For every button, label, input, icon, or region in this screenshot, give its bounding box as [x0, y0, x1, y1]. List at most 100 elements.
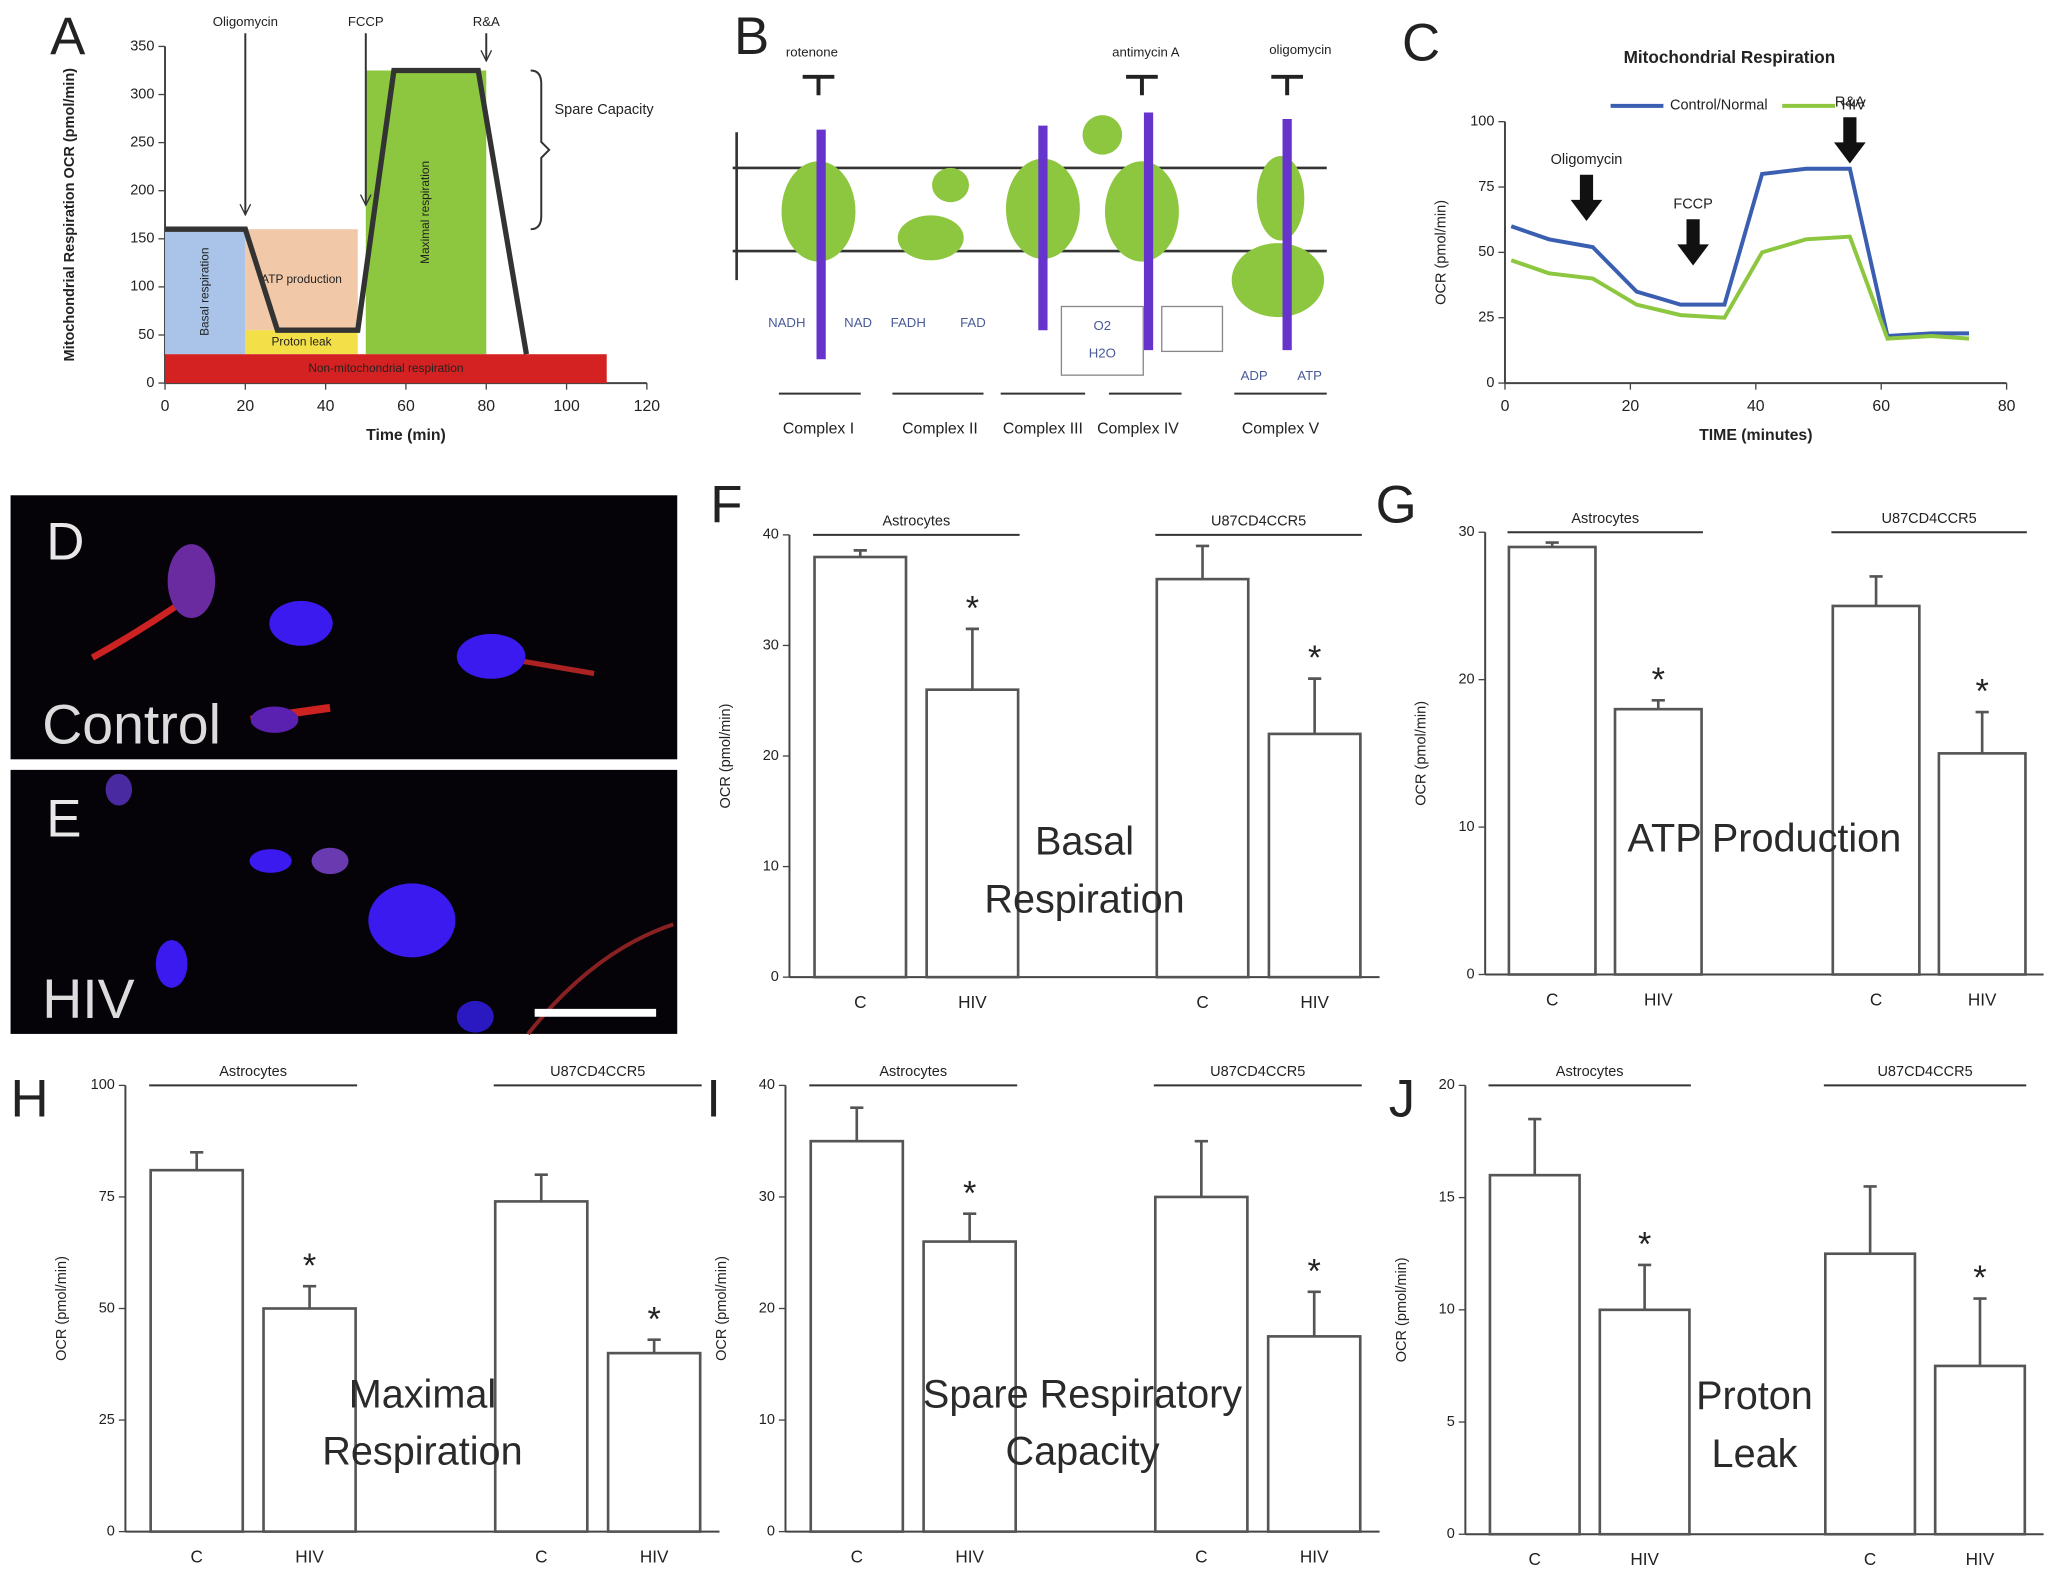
nucleus — [250, 706, 299, 733]
annotation-arrow — [1834, 117, 1866, 164]
error-bar — [1638, 1263, 1652, 1310]
inhibitor-symbol — [802, 74, 1303, 96]
chart-panel: C 0 25 50 75 100 OCR (pmol/min) 0 20 40 60 80 TIME (… — [1402, 13, 2016, 444]
chart-title: Proton Leak — [1696, 1374, 1813, 1476]
image-background — [10, 495, 678, 760]
bar — [813, 555, 908, 979]
y-tick-label: 150 — [130, 231, 154, 247]
nucleus — [368, 883, 456, 958]
region-label: Non-mitochondrial respiration — [308, 361, 463, 375]
panel-letter: J — [1389, 1070, 1415, 1129]
group-label: U87CD4CCR5 — [550, 1064, 645, 1080]
significance-marker: * — [1652, 661, 1665, 699]
complex-label: Complex V — [1242, 420, 1320, 437]
x-tick-label: 60 — [1872, 398, 1890, 415]
group-label: Astrocytes — [1571, 511, 1639, 527]
complex-label: Complex II — [902, 420, 978, 437]
nucleus — [269, 600, 333, 646]
diagram: B rotenone antimycin A oligomycin NADH N… — [732, 7, 1332, 437]
panel-letter: D — [46, 512, 84, 571]
legend-label: HIV — [1842, 98, 1867, 114]
bar — [809, 1139, 905, 1533]
region — [245, 330, 358, 355]
group-label: Astrocytes — [1556, 1064, 1624, 1080]
x-tick-label: 100 — [553, 398, 580, 415]
error-bar — [1651, 698, 1665, 710]
x-tick-label: HIV — [958, 992, 987, 1012]
x-axis-label: Time (min) — [366, 427, 446, 444]
inhibitor-label: oligomycin — [1269, 42, 1331, 57]
annotation-label: Oligomycin — [213, 14, 278, 29]
chart-panel: J 0 5 10 15 20 OCR (pmol/min) C HIV * C HIV * Astrocy… — [1389, 1064, 2044, 1569]
y-tick-label: 10 — [1458, 819, 1474, 835]
x-tick-label: HIV — [1300, 992, 1329, 1012]
group-label: Astrocytes — [879, 1064, 947, 1080]
group-label: Astrocytes — [219, 1064, 287, 1080]
nucleus — [456, 633, 526, 679]
region-label: Maximal respiration — [418, 161, 432, 264]
y-tick-label: 0 — [771, 969, 779, 985]
significance-marker: * — [1638, 1226, 1651, 1264]
chart-panel: I 0 10 20 30 40 OCR (pmol/min) C HIV * C HIV * Astroc… — [706, 1064, 1380, 1567]
error-bar — [1528, 1117, 1542, 1176]
y-axis-label: Mitochondrial Respiration OCR (pmol/min) — [62, 68, 78, 362]
y-tick-label: 5 — [1447, 1414, 1455, 1430]
y-tick-label: 10 — [763, 858, 779, 874]
region-label: Proton leak — [272, 334, 332, 348]
inhibitor-label: rotenone — [786, 45, 838, 60]
chart-title-box: Proton Leak — [1696, 1374, 1813, 1476]
y-axis-label: OCR (pmol/min) — [1433, 200, 1449, 305]
molecule-label: FADH — [891, 315, 926, 330]
region — [165, 229, 246, 355]
y-tick-label: 100 — [1470, 114, 1494, 130]
bar — [1831, 604, 1921, 976]
bar — [1488, 1173, 1581, 1536]
region — [165, 354, 607, 384]
x-tick-label: 120 — [634, 398, 661, 415]
y-tick-label: 50 — [1478, 244, 1494, 260]
error-bar — [850, 1106, 864, 1142]
error-bar — [1307, 1290, 1321, 1337]
nucleus — [249, 849, 292, 873]
significance-marker: * — [303, 1247, 316, 1285]
chart-title: Mitochondrial Respiration — [1624, 47, 1836, 67]
panel-letter: B — [734, 7, 769, 66]
error-bar — [1975, 710, 1989, 754]
group-label: Astrocytes — [882, 514, 950, 530]
y-tick-label: 30 — [763, 637, 779, 653]
complex-shape — [1231, 243, 1325, 318]
error-bar — [647, 1338, 661, 1354]
series-line — [165, 67, 530, 355]
x-tick-label: C — [1196, 992, 1208, 1012]
annotation-label: FCCP — [1673, 197, 1713, 213]
bar — [606, 1351, 702, 1533]
x-tick-label: 0 — [1501, 398, 1510, 415]
y-axis-label: OCR (pmol/min) — [1414, 701, 1430, 806]
inhibitor-label: antimycin A — [1112, 45, 1180, 60]
bar — [1267, 732, 1362, 979]
nucleus — [105, 773, 133, 806]
chart-panel: F 0 10 20 30 40 OCR (pmol/min) C HIV * C HIV * Astroc… — [710, 475, 1380, 1012]
panel-letter: I — [706, 1070, 721, 1129]
significance-marker: * — [966, 589, 979, 627]
y-tick-label: 40 — [763, 527, 779, 543]
bracket — [530, 69, 551, 231]
panel-letter: G — [1376, 475, 1417, 534]
bar — [1823, 1252, 1917, 1536]
y-axis-label: OCR (pmol/min) — [714, 1256, 730, 1361]
y-tick-label: 0 — [1447, 1526, 1455, 1542]
chart-title: ATP Production — [1627, 817, 1902, 862]
micrograph: D Control E HIV — [10, 495, 678, 1036]
complex-label: Complex III — [1003, 420, 1083, 437]
y-tick-label: 100 — [91, 1077, 115, 1093]
y-tick-label: 50 — [99, 1300, 115, 1316]
chart-panel: H 0 25 50 75 100 OCR (pmol/min) C HIV * C HIV * Astro… — [11, 1064, 720, 1567]
bar — [262, 1307, 357, 1533]
error-bar — [1869, 575, 1883, 606]
x-tick-label: C — [535, 1547, 547, 1567]
bar — [149, 1168, 245, 1533]
x-tick-label: HIV — [1630, 1549, 1659, 1569]
